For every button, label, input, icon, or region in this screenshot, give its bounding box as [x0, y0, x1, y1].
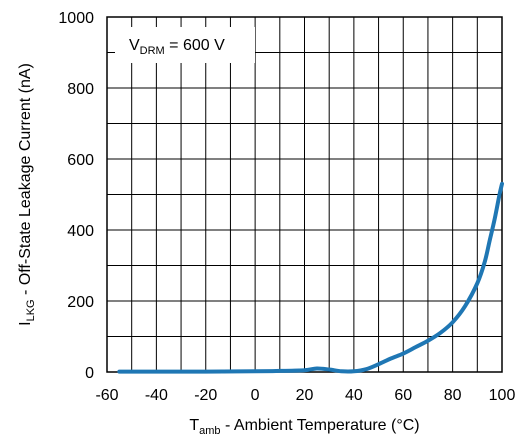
x-axis-label-sub: amb [199, 425, 220, 437]
y-tick-label: 0 [85, 365, 94, 382]
x-tick-label: 0 [251, 387, 260, 404]
y-axis-label-rest: - Off-State Leakage Current (nA) [17, 63, 34, 299]
y-axis-label-main: I [17, 321, 34, 325]
annotation-text: VDRM = 600 V [129, 37, 225, 57]
y-tick-label: 200 [67, 294, 94, 311]
annotation-rest: = 600 V [165, 37, 225, 54]
y-tick-labels: 0 200 400 600 800 1000 [58, 10, 94, 382]
x-tick-label: 40 [345, 387, 363, 404]
x-tick-label: -60 [95, 387, 118, 404]
x-tick-label: 20 [296, 387, 314, 404]
x-tick-label: -40 [145, 387, 168, 404]
y-tick-label: 800 [67, 81, 94, 98]
annotation-box: VDRM = 600 V [115, 27, 255, 63]
x-axis-label: Tamb - Ambient Temperature (°C) [189, 417, 419, 437]
x-tick-label: 60 [394, 387, 412, 404]
y-axis-label-sub: LKG [25, 299, 37, 321]
y-axis-label: ILKG - Off-State Leakage Current (nA) [17, 63, 37, 326]
x-tick-label: 100 [489, 387, 516, 404]
y-tick-label: 400 [67, 223, 94, 240]
y-tick-label: 1000 [58, 10, 94, 27]
grid-lines [107, 17, 502, 372]
series-line [117, 181, 504, 374]
x-tick-labels: -60 -40 -20 0 20 40 60 80 100 [95, 387, 515, 404]
x-axis-label-main: T [189, 417, 199, 434]
x-axis-label-rest: - Ambient Temperature (°C) [221, 417, 420, 434]
annotation-sub: DRM [140, 45, 165, 57]
annotation-main: V [129, 37, 140, 54]
y-tick-label: 600 [67, 152, 94, 169]
annotation-background [115, 27, 255, 63]
x-tick-label: -20 [194, 387, 217, 404]
x-tick-label: 80 [444, 387, 462, 404]
